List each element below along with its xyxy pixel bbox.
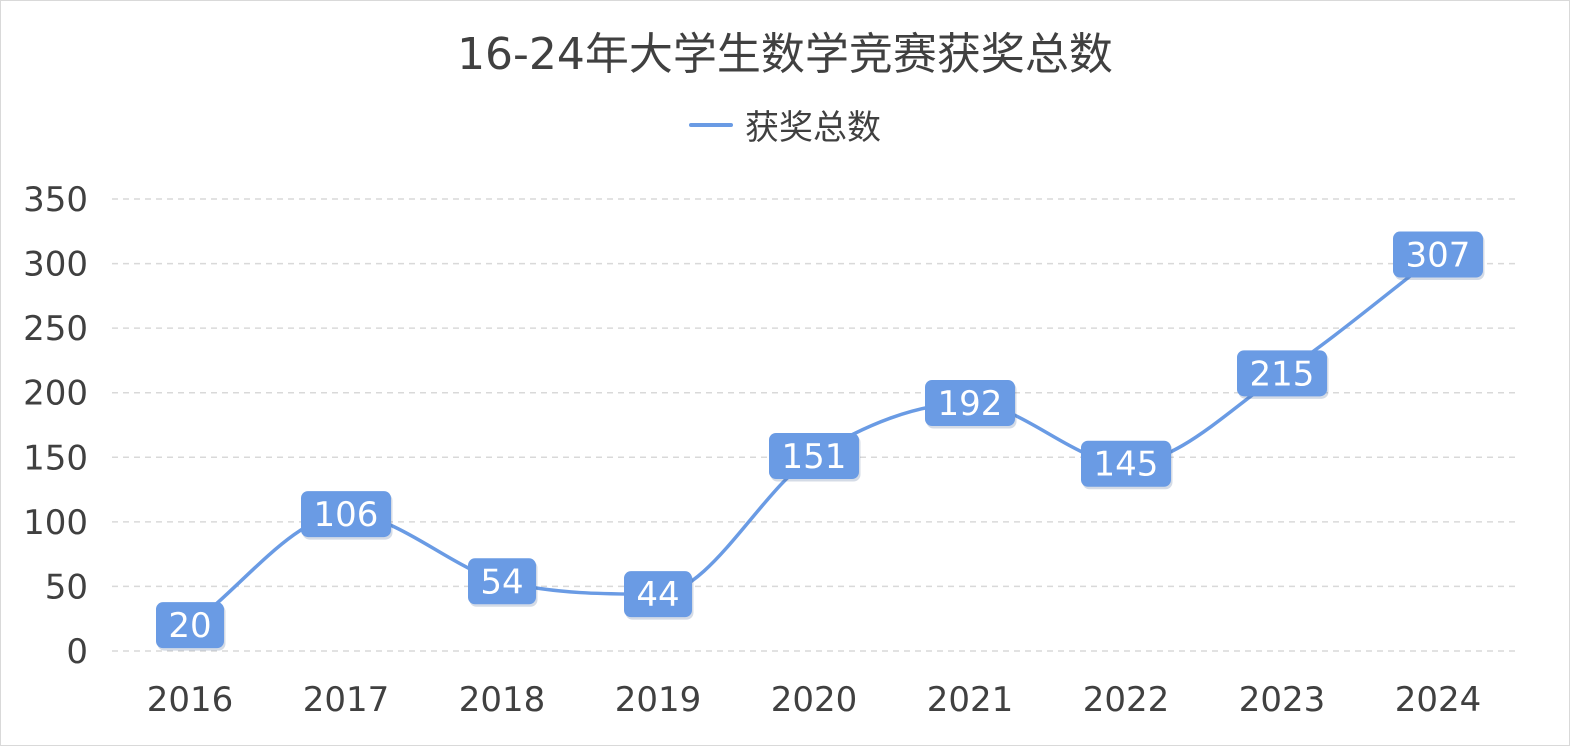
x-tick-label: 2018 (459, 680, 546, 720)
chart-title: 16-24年大学生数学竞赛获奖总数 (457, 29, 1113, 80)
x-tick-label: 2021 (927, 680, 1014, 720)
data-label: 215 (1237, 350, 1329, 399)
data-label-text: 192 (938, 384, 1003, 424)
data-label-box (468, 558, 536, 605)
y-tick-label: 250 (23, 309, 88, 349)
x-tick-label: 2016 (147, 680, 234, 720)
data-label-box (1081, 440, 1171, 487)
data-label-text: 20 (168, 606, 211, 646)
data-label: 44 (624, 571, 694, 620)
data-label: 307 (1393, 231, 1485, 281)
y-tick-label: 200 (23, 374, 88, 414)
x-tick-label: 2020 (771, 680, 858, 720)
y-tick-label: 0 (66, 632, 88, 672)
data-label-text: 106 (314, 495, 379, 535)
x-tick-label: 2024 (1395, 680, 1482, 720)
data-label-box (1237, 350, 1327, 397)
data-label: 106 (301, 491, 393, 540)
data-label-box (925, 380, 1015, 427)
data-label-text: 151 (782, 437, 847, 477)
data-label: 20 (156, 602, 226, 651)
legend-label: 获奖总数 (745, 108, 881, 148)
data-label-text: 307 (1406, 236, 1471, 276)
data-label: 192 (925, 380, 1017, 429)
x-tick-label: 2023 (1239, 680, 1326, 720)
data-label-text: 44 (636, 575, 679, 615)
y-tick-label: 100 (23, 503, 88, 543)
data-labels: 20 106 54 44 151 192 145 215 307 (156, 231, 1485, 651)
data-label: 151 (769, 432, 861, 482)
data-label-box (301, 491, 391, 538)
y-tick-label: 350 (23, 180, 88, 220)
x-tick-label: 2019 (615, 680, 702, 720)
legend-swatch (689, 122, 733, 127)
y-tick-label: 50 (45, 567, 88, 607)
data-label-text: 215 (1250, 354, 1315, 394)
x-tick-label: 2022 (1083, 680, 1170, 720)
data-label-text: 145 (1094, 445, 1159, 485)
legend: 获奖总数 (0, 100, 1570, 149)
y-axis-ticks: 0 50 100 150 200 250 300 350 (23, 180, 88, 672)
data-label: 145 (1081, 440, 1173, 490)
data-label-box (624, 571, 692, 618)
x-axis-ticks: 2016 2017 2018 2019 2020 2021 2022 2023 2024 (147, 680, 1482, 720)
data-label-box (769, 432, 859, 479)
x-tick-label: 2017 (303, 680, 390, 720)
y-tick-label: 300 (23, 245, 88, 285)
data-label-box (1393, 231, 1483, 278)
y-tick-label: 150 (23, 438, 88, 478)
data-label-box (156, 602, 224, 649)
data-label-text: 54 (480, 562, 523, 602)
gridlines (112, 198, 1516, 652)
data-label: 54 (468, 558, 538, 607)
